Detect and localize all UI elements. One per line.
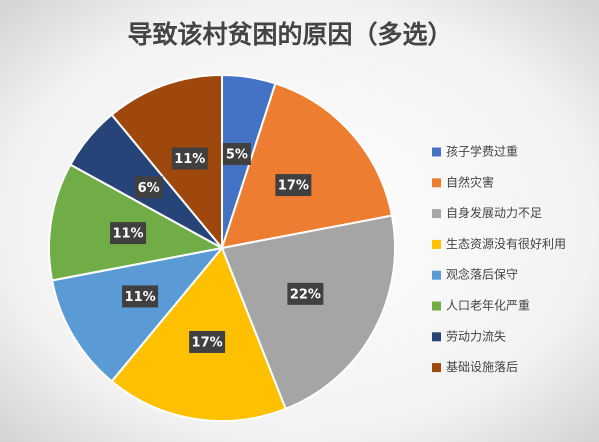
data-label-box bbox=[171, 147, 208, 170]
legend-swatch bbox=[432, 301, 441, 311]
legend-label: 基础设施落后 bbox=[446, 360, 518, 374]
legend-swatch bbox=[432, 270, 441, 280]
data-label-box bbox=[110, 222, 147, 245]
legend-label: 劳动力流失 bbox=[446, 328, 506, 343]
data-label-box bbox=[222, 143, 251, 166]
legend-swatch bbox=[432, 178, 441, 188]
pie-slice bbox=[110, 73, 223, 251]
legend-label: 自然灾害 bbox=[446, 174, 494, 189]
data-label-box bbox=[287, 282, 324, 305]
pie-slice bbox=[50, 246, 225, 383]
legend-label: 观念落后保守 bbox=[446, 267, 518, 282]
legend-swatch bbox=[432, 332, 441, 342]
chart-title: 导致该村贫困的原因（多选） bbox=[127, 20, 452, 49]
data-label: 22% bbox=[290, 287, 321, 302]
pie-slice bbox=[220, 214, 396, 411]
data-label: 5% bbox=[226, 148, 248, 163]
data-label: 11% bbox=[125, 290, 156, 305]
data-label: 17% bbox=[278, 179, 309, 194]
data-label-box bbox=[275, 174, 312, 197]
data-label: 11% bbox=[174, 152, 205, 167]
data-label-box bbox=[134, 176, 163, 199]
data-label: 11% bbox=[112, 227, 143, 242]
legend-label: 孩子学费过重 bbox=[446, 144, 518, 159]
legend-label: 自身发展动力不足 bbox=[446, 205, 542, 220]
legend-swatch bbox=[432, 363, 441, 373]
legend-swatch bbox=[432, 147, 441, 157]
legend-swatch bbox=[432, 209, 441, 219]
pie-slice bbox=[220, 82, 394, 250]
legend-label: 生态资源没有很好利用 bbox=[446, 236, 566, 251]
legend-swatch bbox=[432, 239, 441, 249]
data-label: 6% bbox=[138, 181, 160, 196]
data-label: 17% bbox=[192, 335, 223, 350]
data-label-box bbox=[122, 285, 159, 308]
data-label-box bbox=[189, 330, 226, 353]
legend-label: 人口老年化严重 bbox=[446, 299, 530, 313]
